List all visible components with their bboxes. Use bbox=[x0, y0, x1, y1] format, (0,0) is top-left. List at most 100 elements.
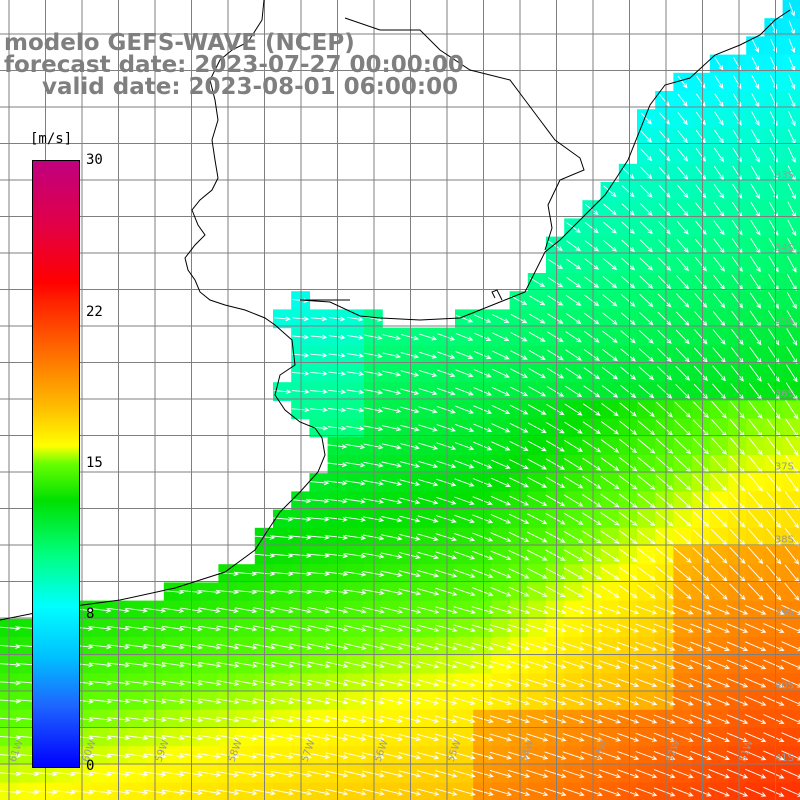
wind-arrow bbox=[289, 607, 312, 614]
wind-arrow bbox=[527, 458, 548, 470]
wind-arrow bbox=[653, 787, 676, 797]
wind-arrow bbox=[289, 752, 313, 760]
wind-arrow bbox=[763, 768, 785, 779]
wind-arrow bbox=[581, 512, 602, 526]
wind-arrow bbox=[471, 770, 494, 778]
wind-arrow bbox=[674, 474, 692, 491]
wind-arrow bbox=[599, 642, 622, 651]
wind-arrow bbox=[766, 400, 781, 420]
wind-arrow bbox=[674, 401, 691, 418]
wind-arrow bbox=[763, 786, 785, 797]
wind-cell bbox=[673, 782, 693, 800]
wind-arrow bbox=[362, 697, 385, 705]
wind-arrow bbox=[562, 787, 585, 797]
wind-arrow bbox=[694, 256, 707, 272]
wind-arrow bbox=[526, 733, 549, 742]
wind-cell bbox=[782, 18, 800, 37]
wind-arrow bbox=[655, 511, 674, 527]
wind-arrow bbox=[398, 770, 422, 778]
wind-arrow bbox=[453, 642, 476, 651]
wind-arrow bbox=[637, 456, 656, 472]
wind-arrow bbox=[565, 349, 582, 361]
wind-arrow bbox=[708, 696, 731, 706]
wind-arrow bbox=[751, 111, 760, 127]
wind-arrow bbox=[398, 697, 422, 705]
wind-arrow bbox=[381, 516, 403, 523]
wind-arrow bbox=[308, 553, 330, 559]
wind-arrow bbox=[362, 734, 385, 742]
wind-arrow bbox=[544, 787, 567, 797]
wind-arrow bbox=[635, 732, 658, 742]
wind-arrow bbox=[787, 255, 797, 273]
wind-arrow bbox=[508, 531, 530, 542]
wind-arrow bbox=[527, 477, 548, 488]
wind-arrow bbox=[326, 571, 349, 577]
wind-arrow bbox=[562, 696, 585, 706]
wind-arrow bbox=[581, 567, 602, 580]
wind-arrow bbox=[418, 442, 439, 450]
wind-arrow bbox=[436, 496, 457, 505]
wind-arrow bbox=[416, 661, 440, 669]
wind-arrow bbox=[618, 530, 638, 545]
wind-arrow bbox=[620, 294, 636, 307]
wind-arrow bbox=[562, 733, 585, 742]
wind-arrow bbox=[637, 438, 656, 454]
wind-arrow bbox=[527, 404, 547, 415]
wind-cell bbox=[782, 72, 800, 92]
wind-arrow bbox=[675, 347, 690, 363]
color-legend: [m/s] 30 22 15 8 0 bbox=[0, 128, 110, 774]
wind-arrow bbox=[491, 423, 511, 433]
wind-arrow bbox=[490, 550, 512, 561]
wind-arrow bbox=[603, 185, 617, 198]
wind-arrow bbox=[453, 551, 476, 560]
wind-arrow bbox=[563, 476, 584, 489]
wind-arrow bbox=[308, 516, 330, 522]
wind-arrow bbox=[198, 716, 222, 723]
wind-arrow bbox=[89, 753, 113, 759]
wind-arrow bbox=[308, 480, 330, 486]
wind-arrow bbox=[639, 257, 654, 271]
wind-arrow bbox=[362, 552, 385, 559]
wind-cell bbox=[382, 782, 401, 800]
wind-arrow bbox=[751, 38, 759, 53]
wind-arrow bbox=[619, 402, 637, 417]
wind-arrow bbox=[472, 496, 493, 506]
wind-arrow bbox=[271, 643, 294, 650]
wind-arrow bbox=[708, 714, 731, 724]
wind-arrow bbox=[435, 679, 458, 687]
wind-cell bbox=[709, 782, 729, 800]
legend-tick-label: 15 bbox=[86, 455, 103, 471]
wind-arrow bbox=[307, 625, 331, 632]
wind-arrow bbox=[400, 333, 420, 341]
wind-arrow bbox=[362, 589, 385, 596]
wind-arrow bbox=[307, 697, 331, 705]
latitude-label: 33S bbox=[775, 170, 794, 181]
wind-arrow bbox=[508, 550, 530, 561]
wind-arrow bbox=[455, 405, 474, 414]
wind-arrow bbox=[690, 714, 712, 724]
wind-arrow bbox=[635, 641, 658, 651]
wind-arrow bbox=[544, 624, 567, 633]
wind-arrow bbox=[726, 750, 749, 761]
wind-arrow bbox=[326, 517, 348, 522]
wind-arrow bbox=[363, 407, 384, 413]
wind-arrow bbox=[473, 405, 493, 414]
wind-cell bbox=[782, 0, 800, 19]
wind-arrow bbox=[564, 403, 583, 416]
wind-arrow bbox=[472, 478, 493, 487]
wind-arrow bbox=[381, 461, 402, 468]
wind-arrow bbox=[563, 530, 584, 544]
wind-arrow bbox=[508, 697, 531, 706]
wind-arrow bbox=[344, 752, 367, 760]
legend-tick-label: 8 bbox=[86, 606, 95, 622]
wind-arrow bbox=[489, 678, 512, 687]
wind-cell bbox=[782, 364, 800, 383]
wind-arrow bbox=[695, 184, 707, 199]
wind-arrow bbox=[726, 768, 749, 779]
wind-cell bbox=[418, 782, 438, 800]
wind-arrow bbox=[731, 292, 744, 309]
wind-arrow bbox=[453, 788, 476, 796]
wind-arrow bbox=[161, 753, 185, 759]
wind-arrow bbox=[382, 352, 402, 359]
wind-arrow bbox=[363, 498, 385, 504]
